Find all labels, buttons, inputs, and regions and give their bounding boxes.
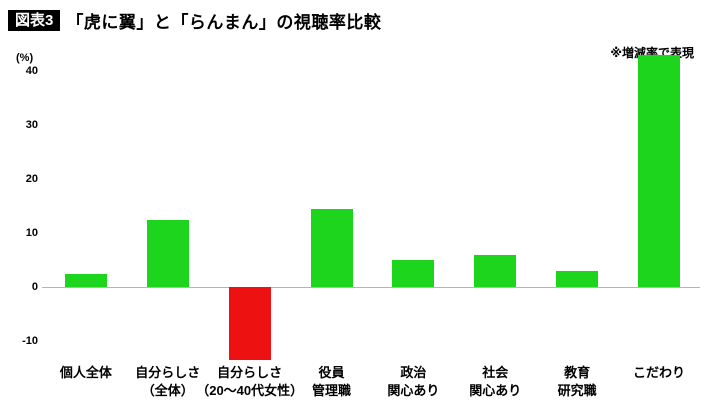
y-axis-tick-label: -10 xyxy=(22,335,38,347)
bar xyxy=(638,54,681,287)
bar xyxy=(228,287,271,360)
x-axis-category-label: 教育 研究職 xyxy=(557,365,597,398)
y-axis-unit-label: (%) xyxy=(16,52,34,64)
x-axis-category-label: 政治 関心あり xyxy=(387,365,440,398)
zero-baseline xyxy=(42,287,700,288)
y-axis-tick-label: 30 xyxy=(25,119,38,131)
x-axis-category-label: 自分らしさ （全体） xyxy=(135,365,201,398)
bar xyxy=(392,260,435,287)
figure-number-badge: 図表3 xyxy=(8,10,61,31)
chart-title: 「虎に翼」と「らんまん」の視聴率比較 xyxy=(66,13,382,32)
bar xyxy=(474,254,517,287)
x-axis-category-label: こだわり xyxy=(633,365,686,380)
chart-header: 図表3 「虎に翼」と「らんまん」の視聴率比較 xyxy=(8,8,381,33)
y-axis-tick-label: 40 xyxy=(25,65,38,77)
bar xyxy=(146,219,189,287)
bar xyxy=(556,270,599,287)
x-axis-category-label: 役員 管理職 xyxy=(312,365,352,398)
x-axis-category-label: 社会 関心あり xyxy=(469,365,522,398)
bar xyxy=(64,273,107,287)
y-axis-tick-label: 10 xyxy=(25,227,38,239)
y-axis-tick-label: 20 xyxy=(25,173,38,185)
y-axis-tick-label: 0 xyxy=(31,281,38,293)
bar xyxy=(310,208,353,287)
x-axis-category-label: 個人全体 xyxy=(59,365,112,380)
x-axis-category-label: 自分らしさ （20〜40代女性） xyxy=(196,365,304,398)
